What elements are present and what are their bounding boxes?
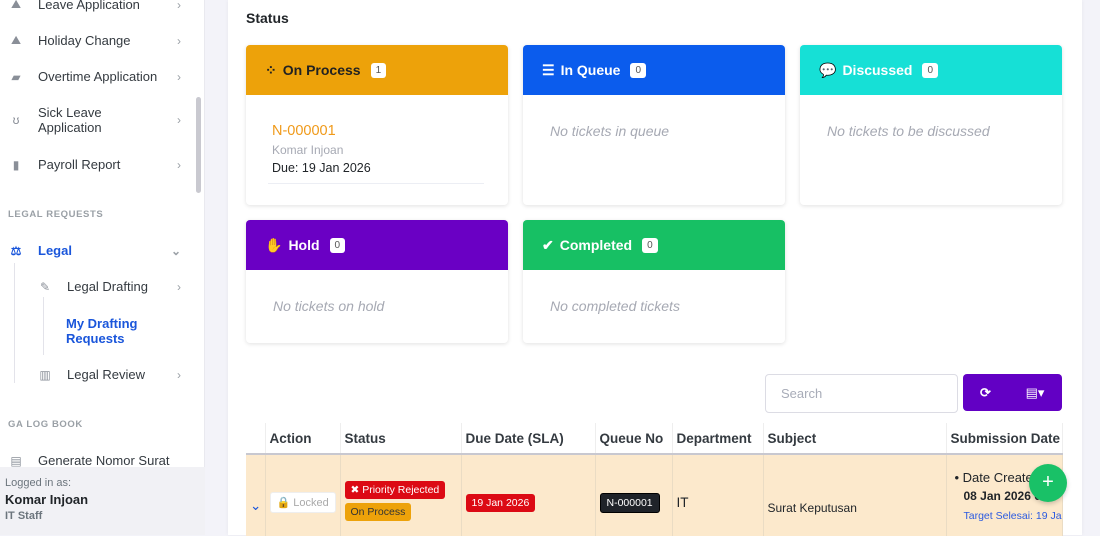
col-action: Action bbox=[265, 423, 341, 455]
queue-number-badge: N-000001 bbox=[599, 492, 660, 513]
col-submission-date: Submission Date bbox=[946, 423, 1063, 455]
empty-message: No tickets in queue bbox=[550, 123, 670, 139]
card-header: ⁘ On Process 1 bbox=[246, 45, 508, 95]
briefcase-clock-icon: ▰ bbox=[11, 69, 21, 84]
list-icon: ☰ bbox=[542, 61, 555, 78]
chevron-right-icon: › bbox=[177, 157, 181, 172]
col-subject: Subject bbox=[763, 423, 947, 455]
table-header-row: Action Status Due Date (SLA) Queue No De… bbox=[246, 423, 1063, 455]
chevron-right-icon: › bbox=[177, 33, 181, 48]
subject-cell: Surat Keputusan bbox=[763, 454, 947, 536]
user-name: Komar Injoan bbox=[5, 492, 89, 507]
refresh-icon[interactable]: ⟳ bbox=[980, 384, 991, 400]
chevron-right-icon: › bbox=[177, 113, 181, 127]
sidebar-item-holiday-change[interactable]: ⛰ Holiday Change › bbox=[8, 33, 193, 48]
chevron-right-icon: › bbox=[177, 0, 181, 12]
card-discussed: 💬 Discussed 0 No tickets to be discussed bbox=[800, 45, 1062, 205]
sidebar-item-overtime-application[interactable]: ▰ Overtime Application › bbox=[8, 69, 193, 84]
comments-icon: 💬 bbox=[819, 61, 837, 78]
card-header: ✔ Completed 0 bbox=[523, 220, 785, 270]
empty-message: No tickets on hold bbox=[273, 298, 385, 314]
col-status[interactable]: Status bbox=[340, 423, 462, 455]
chevron-down-icon: ⌄ bbox=[170, 243, 181, 258]
user-role: IT Staff bbox=[5, 510, 43, 522]
file-invoice-dollar-icon: ▮ bbox=[12, 157, 20, 172]
section-legal-requests: LEGAL REQUESTS bbox=[8, 209, 104, 220]
chevron-right-icon: › bbox=[177, 69, 181, 84]
tickets-table: Action Status Due Date (SLA) Queue No De… bbox=[246, 423, 1063, 536]
col-department: Department bbox=[672, 423, 764, 455]
sidebar-item-legal[interactable]: ⚖ Legal ⌄ bbox=[8, 243, 193, 258]
logged-in-label: Logged in as: bbox=[5, 477, 72, 489]
status-heading: Status bbox=[246, 10, 289, 26]
card-header: ☰ In Queue 0 bbox=[523, 45, 785, 95]
section-ga-log-book: GA LOG BOOK bbox=[8, 419, 83, 430]
col-due-date[interactable]: Due Date (SLA) bbox=[461, 423, 596, 455]
card-on-process: ⁘ On Process 1 N-000001 Komar Injoan Due: … bbox=[246, 45, 508, 205]
file-signature-icon: ✎ bbox=[39, 279, 51, 294]
tree-line bbox=[14, 263, 15, 383]
sidebar-item-generate-nomor-surat[interactable]: ▤ Generate Nomor Surat bbox=[8, 453, 193, 468]
status-badge-priority-rejected: ✖ Priority Rejected bbox=[344, 480, 446, 499]
locked-button[interactable]: 🔒 Locked bbox=[269, 492, 336, 513]
sidebar-item-payroll-report[interactable]: ▮ Payroll Report › bbox=[8, 157, 193, 172]
card-hold: ✋ Hold 0 No tickets on hold bbox=[246, 220, 508, 343]
card-header: 💬 Discussed 0 bbox=[800, 45, 1062, 95]
sidebar: ⛰ Leave Application › ⛰ Holiday Change › ▰ Ov… bbox=[0, 0, 205, 535]
sidebar-item-my-drafting-requests[interactable]: My Drafting Requests bbox=[66, 316, 138, 346]
col-queue-no: Queue No bbox=[595, 423, 673, 455]
card-completed: ✔ Completed 0 No completed tickets bbox=[523, 220, 785, 343]
ticket-due: Due: 19 Jan 2026 bbox=[272, 161, 371, 175]
book-open-icon: ▥ bbox=[39, 367, 51, 382]
book-icon: ▤ bbox=[10, 453, 22, 468]
hand-icon: ✋ bbox=[265, 236, 283, 253]
mountain-city-icon: ⛰ bbox=[10, 33, 22, 47]
sidebar-item-leave-application[interactable]: ⛰ Leave Application › bbox=[8, 0, 193, 12]
search-input[interactable] bbox=[765, 374, 958, 413]
sidebar-item-sick-leave[interactable]: ʊ Sick Leave Application › bbox=[8, 105, 193, 135]
count-badge: 0 bbox=[630, 62, 647, 78]
user-footer: Logged in as: Komar Injoan IT Staff bbox=[0, 467, 205, 535]
mountain-icon: ⛰ bbox=[10, 0, 22, 11]
card-header: ✋ Hold 0 bbox=[246, 220, 508, 270]
sidebar-item-legal-review[interactable]: ▥ Legal Review › bbox=[37, 367, 193, 382]
chevron-right-icon: › bbox=[177, 279, 181, 294]
scale-balance-icon: ⚖ bbox=[10, 243, 22, 258]
expand-row-icon[interactable]: ⌄ bbox=[246, 454, 266, 536]
empty-message: No tickets to be discussed bbox=[827, 123, 990, 139]
spinner-icon: ⁘ bbox=[265, 61, 277, 78]
chevron-right-icon: › bbox=[177, 367, 181, 382]
tree-line bbox=[43, 297, 44, 355]
sidebar-item-legal-drafting[interactable]: ✎ Legal Drafting › bbox=[37, 279, 193, 294]
check-circle-icon: ✔ bbox=[542, 236, 554, 253]
ticket-requester: Komar Injoan bbox=[272, 143, 344, 157]
ticket-number[interactable]: N-000001 bbox=[272, 123, 336, 139]
ticket-item[interactable]: N-000001 Komar Injoan Due: 19 Jan 2026 bbox=[246, 95, 508, 184]
department-cell: IT bbox=[672, 454, 764, 536]
count-badge: 0 bbox=[922, 62, 939, 78]
stethoscope-icon: ʊ bbox=[12, 113, 20, 127]
count-badge: 0 bbox=[329, 237, 346, 253]
sidebar-scrollbar[interactable] bbox=[196, 97, 201, 193]
card-in-queue: ☰ In Queue 0 No tickets in queue bbox=[523, 45, 785, 205]
due-date-badge: 19 Jan 2026 bbox=[465, 493, 536, 512]
table-row: ⌄ 🔒 Locked ✖ Priority Rejected On Process… bbox=[246, 454, 1063, 536]
empty-message: No completed tickets bbox=[550, 298, 680, 314]
count-badge: 0 bbox=[642, 237, 658, 253]
status-badge-on-process: On Process bbox=[344, 502, 412, 521]
count-badge: 1 bbox=[370, 62, 387, 78]
columns-toggle-icon[interactable]: ▤▾ bbox=[1025, 384, 1045, 400]
add-button[interactable]: + bbox=[1029, 464, 1067, 502]
table-toolbar: ⟳ ▤▾ bbox=[963, 374, 1062, 411]
